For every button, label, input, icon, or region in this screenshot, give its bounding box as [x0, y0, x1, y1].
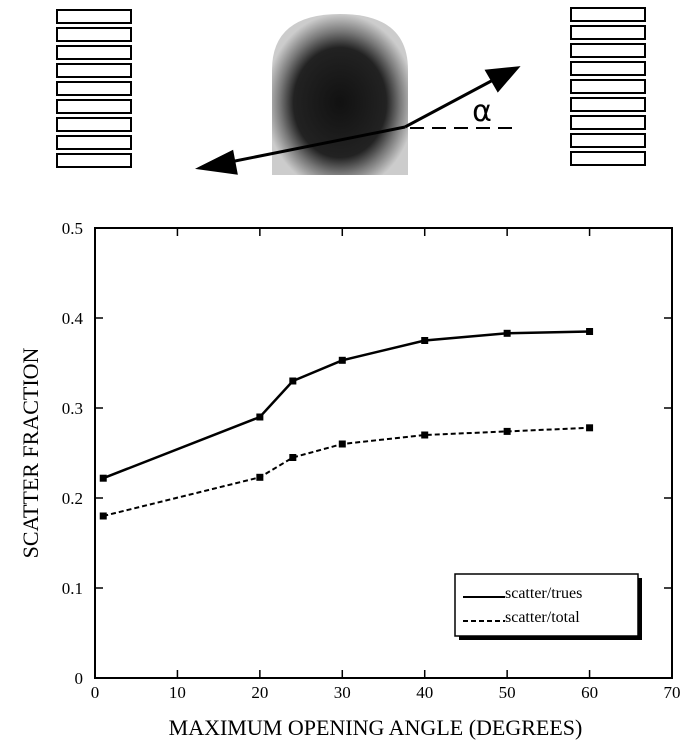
marker: [503, 329, 511, 337]
series-line: [103, 426, 590, 517]
x-tick-label: 50: [499, 683, 516, 702]
marker: [99, 474, 107, 482]
phantom: [272, 14, 408, 175]
y-axis-label: SCATTER FRACTION: [18, 347, 43, 558]
plot-frame: [94, 227, 673, 679]
detector-right: [570, 7, 646, 166]
marker: [586, 328, 594, 335]
y-tick-label: 0.1: [62, 579, 83, 598]
x-tick-label: 30: [334, 683, 351, 702]
marker: [503, 427, 511, 435]
y-tick-label: 0: [75, 669, 84, 688]
y-tick-label: 0.4: [62, 309, 84, 328]
marker: [586, 424, 594, 432]
x-tick-label: 70: [664, 683, 681, 702]
legend-label: scatter/trues: [505, 585, 582, 602]
chart: 0 10 20 30 40 50 60 70 0 0.1 0.2 0.3 0.4 0.5 MAXIMUM O…: [18, 219, 681, 740]
angle-label: α: [472, 94, 492, 129]
x-tick-label: 0: [91, 683, 100, 702]
x-tick-label: 40: [416, 683, 433, 702]
legend-label: scatter/total: [505, 609, 580, 626]
y-tick-label: 0.2: [62, 489, 83, 508]
x-tick-label: 10: [169, 683, 186, 702]
legend-box: [454, 573, 639, 637]
x-tick-label: 20: [251, 683, 268, 702]
marker: [289, 377, 297, 385]
marker: [256, 413, 264, 421]
x-tick-label: 60: [581, 683, 598, 702]
series-line: [102, 330, 590, 480]
marker: [338, 440, 346, 448]
marker: [421, 431, 429, 439]
marker: [421, 337, 429, 344]
x-axis-label: MAXIMUM OPENING ANGLE (DEGREES): [169, 715, 583, 740]
marker: [338, 356, 346, 364]
marker: [99, 512, 107, 520]
gamma-arrow: [195, 66, 521, 175]
detector-left: [56, 9, 132, 168]
y-tick-label: 0.3: [62, 399, 83, 418]
y-tick-label: 0.5: [62, 219, 83, 238]
marker: [256, 473, 264, 481]
marker: [289, 454, 297, 461]
